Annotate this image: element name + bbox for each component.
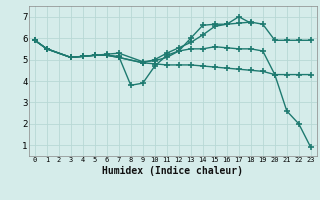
X-axis label: Humidex (Indice chaleur): Humidex (Indice chaleur) [102, 166, 243, 176]
